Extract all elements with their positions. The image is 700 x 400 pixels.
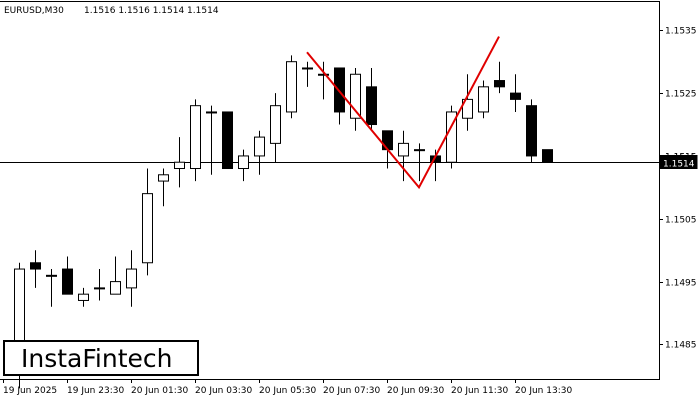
y-tick-label: 1.1485 [665,341,697,351]
y-tick-label: 1.1525 [665,90,697,100]
candle-body [414,149,425,152]
candle-body [366,86,377,126]
candle-body [46,274,57,277]
candle-body [110,281,121,295]
candle-body [478,86,489,113]
x-tick-label: 20 Jun 05:30 [259,386,316,396]
candle-body [526,105,537,157]
candle-body [126,268,137,289]
x-tick-label: 20 Jun 13:30 [515,386,572,396]
x-tick-label: 20 Jun 09:30 [387,386,444,396]
candle-body [382,130,393,151]
candle-body [158,174,169,182]
candle-body [142,193,153,264]
current-price-label: 1.1514 [663,160,695,170]
x-tick-label: 19 Jun 2025 [3,386,57,396]
y-tick-label: 1.1495 [665,279,697,289]
candle-body [62,268,73,295]
candle-body [190,105,201,170]
current-price-label-mask [660,157,697,169]
candle-body [174,161,185,170]
x-tick-label: 20 Jun 11:30 [451,386,508,396]
candle-body [238,155,249,170]
x-tick-label: 20 Jun 03:30 [195,386,252,396]
candle-body [78,293,89,301]
chart-symbol: EURUSD,M30 [4,6,64,16]
candle-body [462,98,473,119]
candle-body [398,142,409,157]
candle-body [222,111,233,170]
candle-body [270,105,281,144]
candle-body [494,80,505,88]
candle-body [302,67,313,70]
double-top-pattern-line [306,36,500,190]
candle-body [30,262,41,270]
candle-body [254,136,265,157]
chart-ohlc: 1.1516 1.1516 1.1514 1.1514 [84,6,219,16]
logo: InstaFintech [3,340,199,376]
candle-body [206,111,217,114]
candle-body [350,73,361,119]
candle-body [510,92,521,100]
candle-body [318,73,329,76]
x-tick-label: 20 Jun 07:30 [323,386,380,396]
candle-body [94,287,105,290]
candle-body [286,61,297,113]
candle-body [542,149,553,163]
logo-text: InstaFintech [21,344,173,373]
y-tick-label: 1.1505 [665,216,697,226]
x-tick-label: 19 Jun 23:30 [67,386,124,396]
y-tick-label: 1.1535 [665,27,697,37]
x-tick-label: 20 Jun 01:30 [131,386,188,396]
